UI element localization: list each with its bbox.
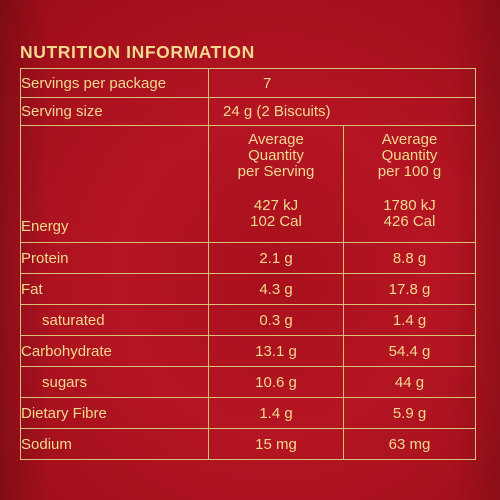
sugars-per-serving: 10.6 g [208,366,344,398]
servings-per-package-value: 7 [208,68,476,98]
header-per-serving: Average Quantity per Serving [208,125,344,185]
saturated-per-serving: 0.3 g [208,304,344,336]
column-header-row: Average Quantity per Serving Average Qua… [20,125,476,185]
header-per-100g-line1: Average [381,131,438,148]
sodium-label: Sodium [20,428,209,460]
header-per-serving-line3: per Serving [237,163,315,180]
serving-size-label: Serving size [20,97,209,126]
protein-row: Protein 2.1 g 8.8 g [20,242,476,274]
servings-per-package-label: Servings per package [20,68,209,98]
header-per-100g-line3: per 100 g [377,163,442,180]
nutrition-title: NUTRITION INFORMATION [20,42,255,62]
carbohydrate-per-serving: 13.1 g [208,335,344,367]
energy-per-serving-cal: 102 Cal [250,212,302,230]
serving-size-row: Serving size 24 g (2 Biscuits) [20,97,476,126]
header-per-100g: Average Quantity per 100 g [343,125,476,185]
energy-per-100g: 1780 kJ 426 Cal [343,185,476,243]
dietary-fibre-label: Dietary Fibre [20,397,209,429]
fat-label: Fat [20,273,209,305]
energy-per-serving: 427 kJ 102 Cal [208,185,344,243]
dietary-fibre-row: Dietary Fibre 1.4 g 5.9 g [20,397,476,429]
energy-row: Energy 427 kJ 102 Cal 1780 kJ 426 Cal [20,185,476,243]
energy-per-100g-cal: 426 Cal [383,212,436,230]
sugars-row: sugars 10.6 g 44 g [20,366,476,398]
sodium-per-serving: 15 mg [208,428,344,460]
energy-label: Energy [20,185,209,243]
saturated-row: saturated 0.3 g 1.4 g [20,304,476,336]
protein-label: Protein [20,242,209,274]
serving-size-value: 24 g (2 Biscuits) [208,97,476,126]
fat-per-serving: 4.3 g [208,273,344,305]
header-per-serving-line1: Average [248,131,304,148]
sugars-per-100g: 44 g [343,366,476,398]
energy-per-100g-kj: 1780 kJ [383,196,436,214]
carbohydrate-per-100g: 54.4 g [343,335,476,367]
protein-per-100g: 8.8 g [343,242,476,274]
nutrition-table: Servings per package 7 Serving size 24 g… [20,68,476,460]
header-per-100g-line2: Quantity [381,147,438,164]
sodium-per-100g: 63 mg [343,428,476,460]
saturated-label: saturated [20,304,209,336]
dietary-fibre-per-serving: 1.4 g [208,397,344,429]
header-blank-cell [20,125,209,185]
dietary-fibre-per-100g: 5.9 g [343,397,476,429]
sugars-label: sugars [20,366,209,398]
header-per-serving-line2: Quantity [248,147,304,164]
protein-per-serving: 2.1 g [208,242,344,274]
carbohydrate-row: Carbohydrate 13.1 g 54.4 g [20,335,476,367]
servings-per-package-row: Servings per package 7 [20,68,476,98]
sodium-row: Sodium 15 mg 63 mg [20,428,476,460]
fat-row: Fat 4.3 g 17.8 g [20,273,476,305]
energy-per-serving-kj: 427 kJ [253,196,299,214]
saturated-per-100g: 1.4 g [343,304,476,336]
fat-per-100g: 17.8 g [343,273,476,305]
carbohydrate-label: Carbohydrate [20,335,209,367]
